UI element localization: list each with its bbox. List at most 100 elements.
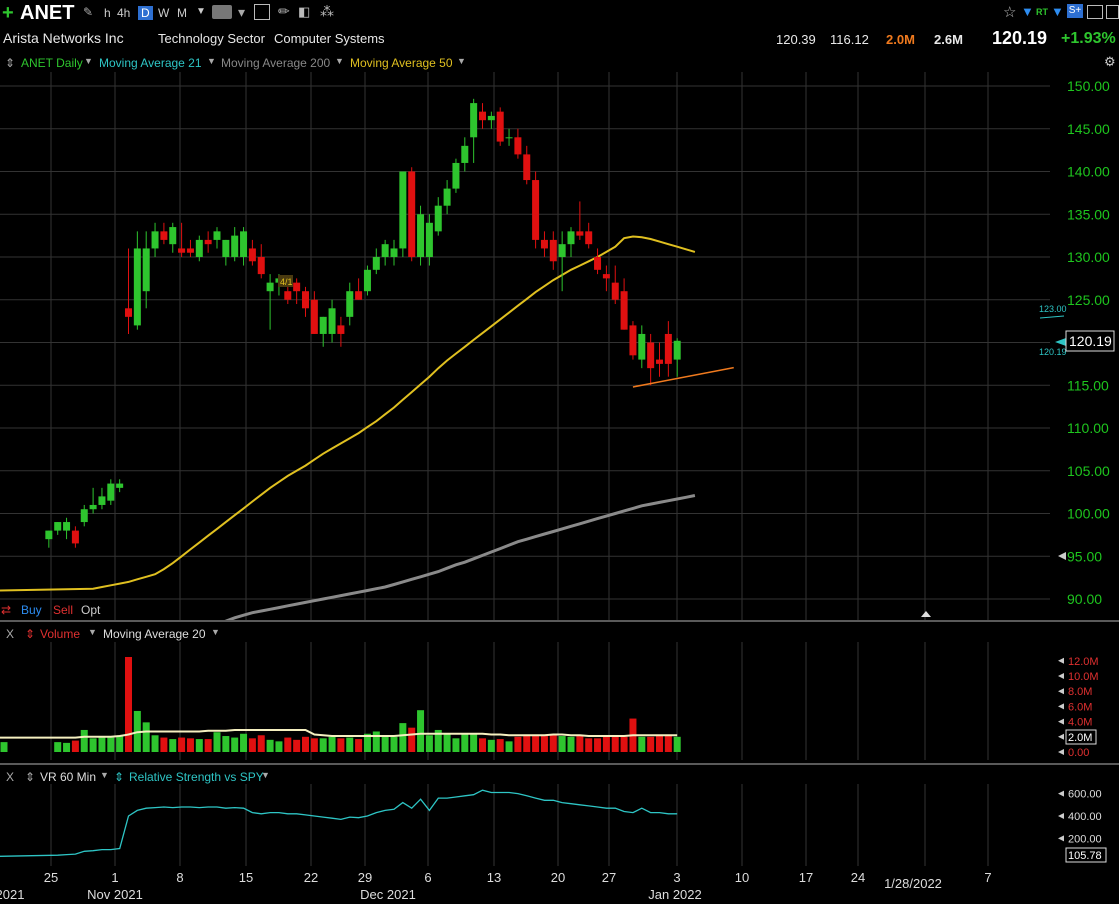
timeframe-monthly[interactable]: M [177, 6, 187, 20]
volume-bar [664, 734, 672, 752]
legend-series[interactable]: ANET Daily [21, 56, 83, 70]
pane-divider[interactable] [0, 620, 1119, 622]
volume-bar [107, 737, 115, 752]
industry-link[interactable]: Computer Systems [274, 31, 385, 46]
candle-body [496, 111, 504, 142]
date-tick-label: 24 [851, 870, 865, 885]
candle-body [71, 530, 79, 544]
chart-type-icon[interactable] [212, 5, 232, 19]
timeframe-daily[interactable]: D [138, 6, 153, 20]
volume-label[interactable]: Volume [40, 627, 81, 641]
draw-pencil-icon[interactable]: ✏ [278, 3, 290, 19]
chevron-down-icon[interactable]: ▼ [207, 56, 216, 66]
restore-icon[interactable] [1106, 5, 1119, 19]
volume-tick-label: 12.0M [1068, 656, 1099, 668]
pin-icon[interactable]: ✎ [83, 5, 94, 19]
calendar-icon[interactable] [254, 4, 270, 20]
volume-last-box [1065, 729, 1097, 745]
flag-icon[interactable]: ▼ [1051, 4, 1064, 19]
realtime-icon[interactable]: RT [1036, 7, 1048, 17]
favorite-star-icon[interactable]: ☆ [1003, 4, 1017, 21]
close-volume-button[interactable]: X [6, 627, 15, 641]
volume-last-label: 2.0M [1068, 732, 1092, 744]
timeframe-dropdown-icon[interactable]: ▼ [196, 6, 206, 17]
chevron-down-icon[interactable]: ▼ [335, 56, 344, 66]
relative-strength-line [0, 789, 678, 857]
high-value: 120.39 [776, 32, 816, 47]
rs-label[interactable]: Relative Strength vs SPY [129, 770, 264, 784]
date-tick-label: 10 [735, 870, 749, 885]
candle-body [620, 291, 628, 330]
drag-handle-icon[interactable]: ⇕ [114, 770, 125, 784]
layers-icon[interactable]: ◧ [298, 4, 311, 19]
chevron-down-icon[interactable]: ▼ [88, 627, 97, 637]
avg-volume-value: 2.6M [934, 32, 963, 47]
price-tick-label: 105.00 [1067, 463, 1110, 479]
buy-button[interactable]: Buy [21, 603, 42, 617]
chevron-down-icon[interactable]: ▼ [211, 627, 220, 637]
date-tick-label: Dec 2021 [360, 887, 416, 902]
volume-bar [257, 735, 265, 752]
rs-last-label: 105.78 [1068, 850, 1102, 862]
sector-link[interactable]: Technology Sector [158, 31, 265, 46]
vr-label[interactable]: VR 60 Min [40, 770, 97, 784]
volume-tick-label: 8.0M [1068, 686, 1092, 698]
price-tick-label: 125.00 [1067, 292, 1110, 308]
timeframe-weekly[interactable]: W [158, 6, 170, 20]
candle-body [576, 231, 584, 236]
legend-ma50[interactable]: Moving Average 50 [350, 56, 453, 70]
window-icon[interactable] [1087, 5, 1103, 19]
price-chart[interactable]: 150.00 145.00 140.00 135.00 130.00 125.00 120.… [0, 72, 1119, 620]
sell-button[interactable]: Sell [53, 603, 74, 617]
volume-bar [355, 739, 363, 752]
dropdown-icon[interactable]: ▾ [238, 4, 246, 20]
legend-ma200[interactable]: Moving Average 200 [221, 56, 331, 70]
candle-body [328, 308, 336, 334]
close-rs-button[interactable]: X [6, 770, 15, 784]
volume-tick-label: 6.0M [1068, 701, 1092, 713]
candle-body [240, 231, 248, 257]
settings-gear-icon[interactable]: ⚙ [1104, 54, 1116, 69]
relative-strength-chart[interactable]: 600.00 400.00 200.00 105.78 [0, 784, 1119, 866]
trendline [632, 366, 734, 388]
volume-value: 2.0M [886, 32, 915, 47]
candle-body [487, 115, 495, 121]
volume-bar [390, 736, 398, 752]
drag-handle-icon[interactable]: ⇕ [5, 56, 16, 70]
drag-handle-icon[interactable]: ⇕ [25, 770, 36, 784]
chevron-down-icon[interactable]: ▼ [457, 56, 466, 66]
filter-icon[interactable]: ▼ [1021, 4, 1034, 19]
pane-divider[interactable] [0, 763, 1119, 765]
add-symbol-icon[interactable]: + [2, 2, 14, 24]
date-tick-label: 6 [424, 870, 431, 885]
volume-bar [479, 738, 486, 752]
rs-last-box [1065, 847, 1107, 863]
candle-body [638, 333, 646, 360]
candle-body [381, 244, 389, 257]
indicator-legend: ⇕ ANET Daily ▼ Moving Average 21 ▼ Movin… [0, 54, 1119, 72]
timeframe-hour[interactable]: h [104, 6, 111, 20]
volume-bar [558, 736, 566, 752]
s-plus-icon[interactable]: S+ [1067, 4, 1083, 18]
volume-bar [673, 736, 681, 752]
candle-body [54, 522, 62, 531]
candle-body [629, 325, 637, 356]
volume-bar [461, 733, 469, 752]
share-icon[interactable]: ⁂ [320, 3, 334, 19]
options-button[interactable]: Opt [81, 603, 101, 617]
volume-bar [71, 740, 79, 752]
volume-bar [647, 736, 655, 752]
candle-body [558, 244, 566, 257]
drag-handle-icon[interactable]: ⇕ [25, 627, 36, 641]
chevron-down-icon[interactable]: ▼ [84, 56, 93, 66]
chevron-down-icon[interactable]: ▼ [100, 770, 109, 780]
volume-ma-label[interactable]: Moving Average 20 [103, 627, 206, 641]
timeframe-4h[interactable]: 4h [117, 6, 131, 20]
volume-bar [310, 738, 318, 752]
symbol-ticker[interactable]: ANET [20, 2, 75, 24]
legend-ma21[interactable]: Moving Average 21 [99, 56, 202, 70]
candle-body [204, 239, 212, 245]
volume-bar [487, 739, 495, 752]
chevron-down-icon[interactable]: ▼ [261, 770, 270, 780]
